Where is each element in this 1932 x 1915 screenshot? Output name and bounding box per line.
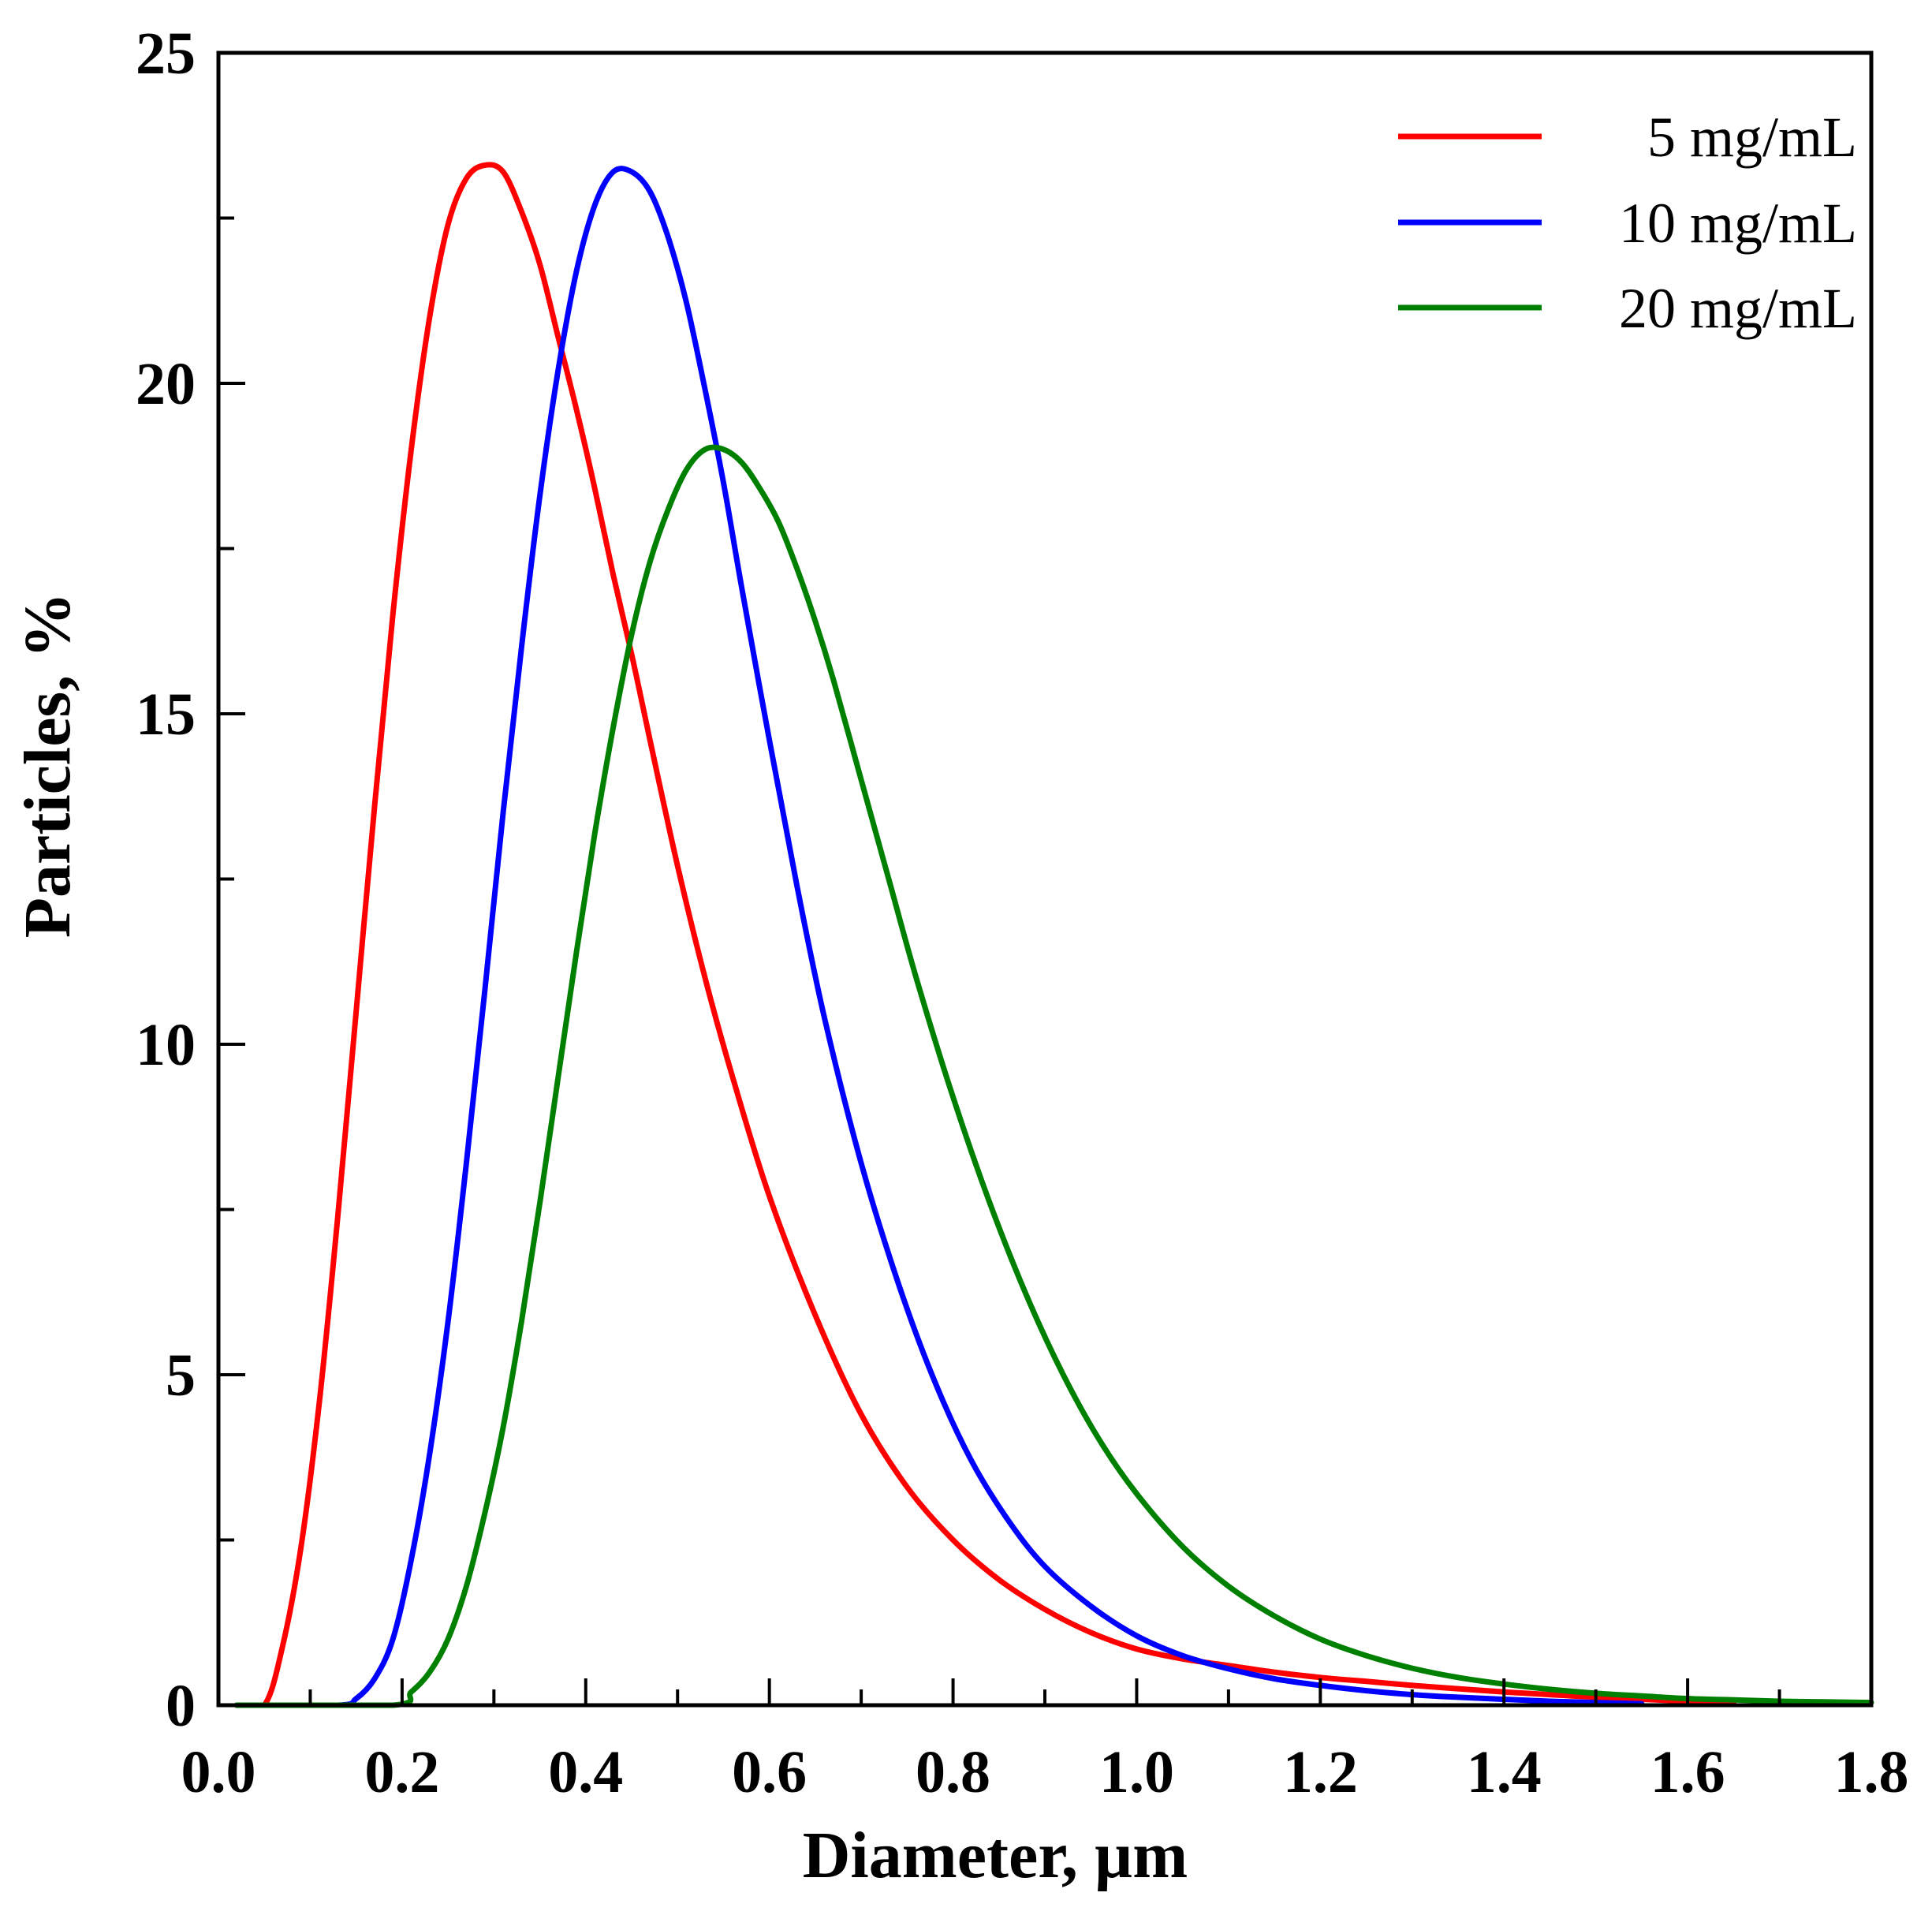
x-tick-label: 1.0 — [1099, 1739, 1174, 1805]
x-tick-label: 1.6 — [1650, 1739, 1725, 1805]
x-tick-label: 1.2 — [1283, 1739, 1358, 1805]
legend-item: 20 mg/mL — [1398, 277, 1857, 340]
y-tick-label: 20 — [136, 351, 196, 417]
x-tick-label: 1.8 — [1834, 1739, 1909, 1805]
axis-ticks — [217, 51, 1873, 1707]
y-tick-label: 15 — [136, 681, 196, 748]
x-tick-label: 1.4 — [1467, 1739, 1542, 1805]
y-tick-label: 25 — [136, 21, 196, 87]
series-line-3 — [233, 444, 1874, 1708]
x-tick-label: 0.2 — [364, 1739, 439, 1805]
legend-label: 10 mg/mL — [1619, 192, 1857, 255]
plot-frame — [216, 50, 1874, 1708]
x-tick-label: 0.0 — [181, 1739, 256, 1805]
y-tick-label: 5 — [166, 1342, 196, 1409]
y-tick-label: 10 — [136, 1012, 196, 1078]
series-line-2 — [233, 166, 1645, 1708]
legend: 5 mg/mL 10 mg/mL 20 mg/mL — [1398, 106, 1857, 340]
x-tick-label: 0.8 — [916, 1739, 990, 1805]
legend-label: 5 mg/mL — [1647, 106, 1857, 169]
series-line-1 — [233, 162, 1736, 1708]
y-axis-title: Particles, % — [11, 592, 84, 939]
legend-item: 5 mg/mL — [1398, 106, 1857, 169]
legend-label: 20 mg/mL — [1619, 277, 1857, 340]
tick-labels: 0.0 0.2 0.4 0.6 0.8 1.0 1.2 1.4 1.6 1.8 0 5 10 15 20 25 — [136, 21, 1909, 1805]
x-axis-title: Diameter, µm — [803, 1819, 1188, 1892]
x-tick-label: 0.4 — [548, 1739, 623, 1805]
series-curves — [233, 162, 1874, 1708]
legend-item: 10 mg/mL — [1398, 192, 1857, 255]
y-tick-label: 0 — [166, 1673, 196, 1739]
x-tick-label: 0.6 — [732, 1739, 807, 1805]
